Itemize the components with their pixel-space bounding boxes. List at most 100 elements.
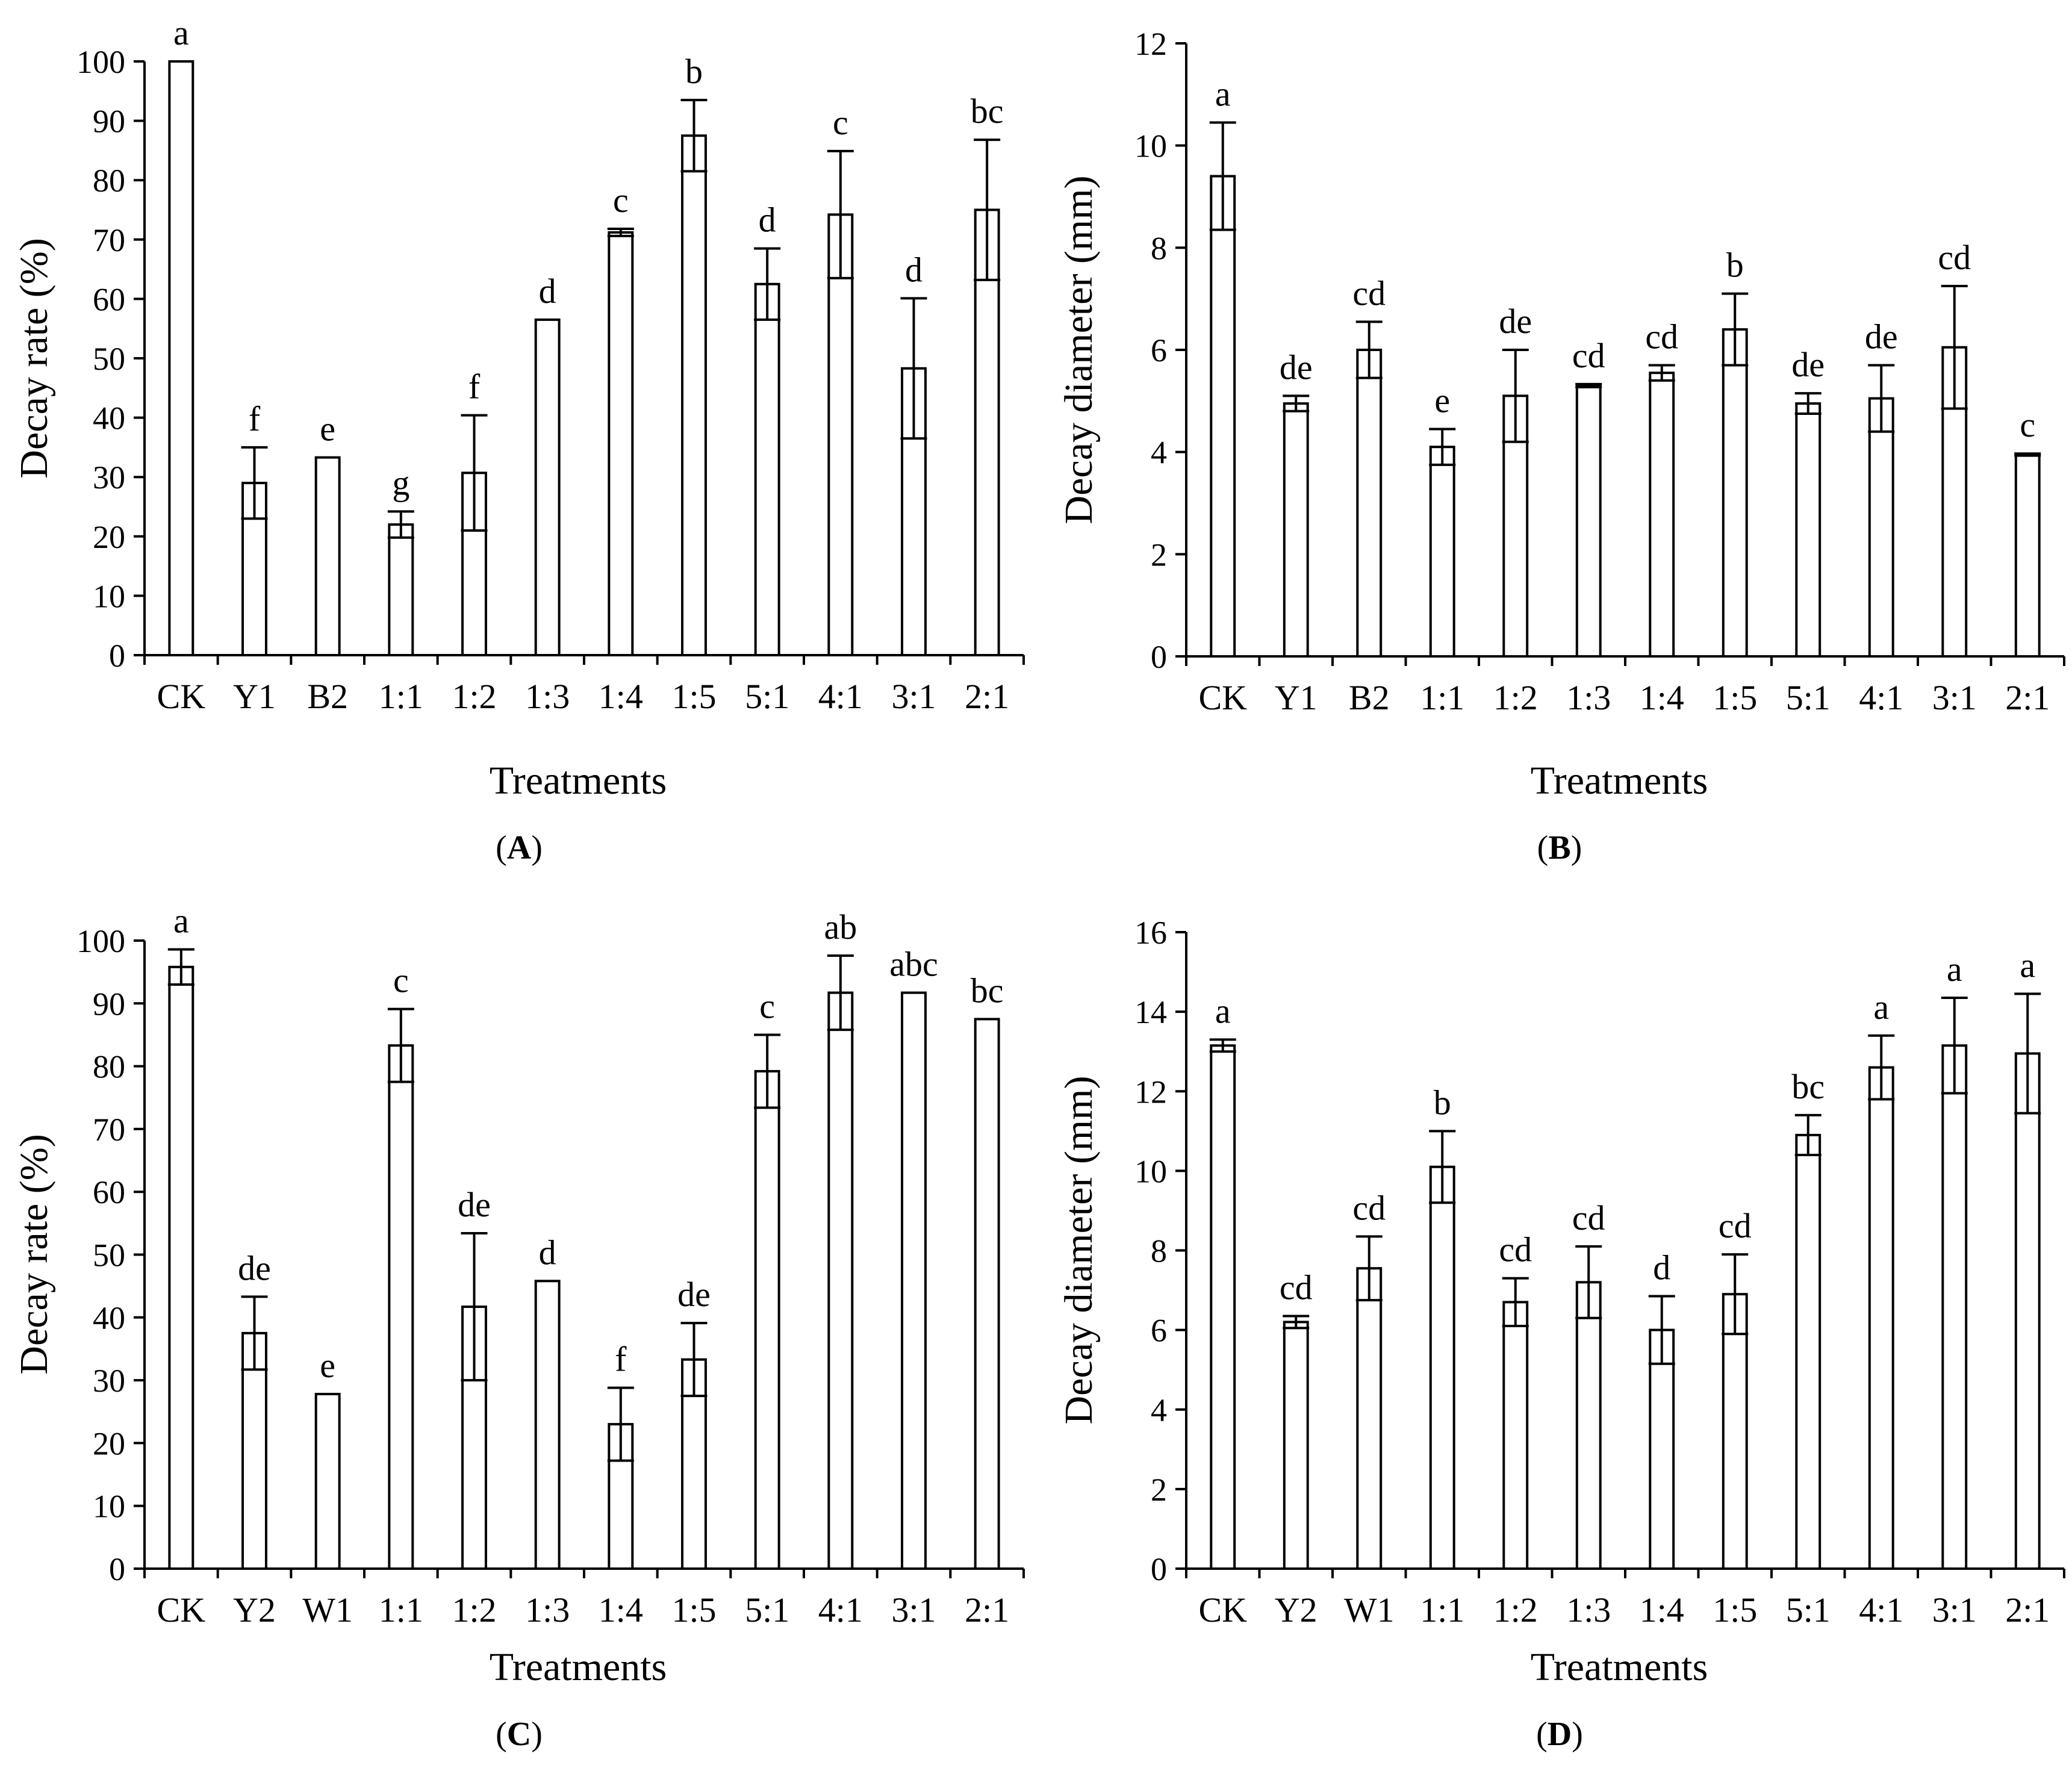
category-label: 4:1	[1859, 678, 1903, 717]
significance-letter: f	[468, 367, 481, 406]
bar	[1722, 328, 1748, 658]
significance-letter: e	[320, 1346, 335, 1385]
category-label: 3:1	[1932, 1590, 1977, 1629]
significance-letter: c	[759, 986, 775, 1025]
bar	[168, 60, 194, 656]
y-tick-label: 2	[1151, 1472, 1167, 1508]
significance-letter: a	[1947, 950, 1962, 989]
significance-letter: d	[539, 272, 556, 311]
category-label: 5:1	[745, 677, 789, 716]
bar	[1575, 384, 1602, 658]
y-tick-label: 90	[93, 986, 125, 1022]
category-label: 1:1	[379, 677, 423, 716]
bar	[1941, 1044, 1968, 1570]
significance-letter: a	[1873, 988, 1889, 1027]
category-label: 1:3	[1566, 678, 1611, 717]
category-label: 1:3	[1566, 1590, 1611, 1629]
significance-letter: cd	[1280, 1268, 1313, 1307]
bar	[534, 318, 561, 656]
y-tick-label: 12	[1134, 26, 1167, 62]
panel-c: 0 10 20 30 40 50 60 70 80 90 100 a CK de Y2 e W1 c 1:1 de 1:…	[12, 901, 1025, 1689]
y-tick-label: 12	[1134, 1074, 1167, 1110]
significance-letter: a	[173, 901, 189, 941]
bar	[241, 1331, 267, 1570]
significance-letter: de	[1791, 345, 1825, 384]
y-axis-title: Decay diameter (mm)	[1057, 175, 1101, 524]
panel-label-d: (D)	[1536, 1716, 1583, 1753]
category-label: 1:4	[599, 677, 643, 716]
significance-letter: d	[1653, 1248, 1670, 1287]
significance-letter: b	[1726, 246, 1744, 285]
category-label: B2	[1349, 678, 1390, 717]
y-tick-label: 10	[1134, 128, 1167, 164]
bar	[1210, 1044, 1236, 1570]
category-label: Y1	[1275, 678, 1318, 717]
significance-letter: d	[759, 201, 776, 240]
y-tick-label: 0	[109, 1551, 125, 1587]
y-tick-label: 60	[93, 281, 125, 317]
bar	[534, 1280, 561, 1570]
y-tick-label: 50	[93, 341, 125, 377]
bar	[388, 523, 414, 657]
bar	[901, 991, 927, 1570]
category-label: Y1	[233, 677, 276, 716]
category-label: 3:1	[1932, 678, 1977, 717]
panel-label-c: (C)	[496, 1716, 543, 1753]
significance-letter: b	[1434, 1083, 1451, 1122]
significance-letter: b	[685, 52, 703, 91]
y-tick-label: 0	[1151, 1551, 1167, 1587]
category-label: CK	[157, 1590, 206, 1629]
significance-letter: d	[905, 250, 922, 289]
y-tick-label: 0	[1151, 639, 1167, 675]
bar	[1795, 402, 1822, 658]
category-label: 1:2	[452, 1590, 496, 1629]
x-axis-title: Treatments	[490, 1645, 667, 1689]
significance-letter: e	[320, 409, 335, 449]
category-label: 1:3	[525, 677, 570, 716]
y-axis-title: Decay diameter (mm)	[1057, 1075, 1101, 1424]
significance-letter: de	[238, 1248, 271, 1287]
significance-letter: cd	[1645, 317, 1678, 356]
y-tick-label: 0	[109, 638, 125, 674]
significance-letter: bc	[1791, 1067, 1825, 1106]
bar	[1795, 1133, 1822, 1570]
y-axis-title: Decay rate (%)	[12, 238, 56, 478]
y-axis-title: Decay rate (%)	[12, 1134, 56, 1374]
category-label: 1:2	[1493, 1590, 1538, 1629]
y-tick-label: 6	[1151, 1313, 1167, 1349]
y-tick-label: 20	[93, 1425, 125, 1461]
category-label: 1:4	[1640, 1590, 1684, 1629]
y-tick-label: 8	[1151, 1233, 1167, 1269]
significance-letter: g	[392, 463, 409, 502]
category-label: 1:5	[671, 1590, 716, 1629]
bar	[1283, 402, 1309, 658]
category-label: 4:1	[818, 677, 863, 716]
significance-letter: cd	[1352, 273, 1386, 313]
category-label: 4:1	[818, 1590, 863, 1629]
y-tick-label: 70	[93, 222, 125, 258]
panel-label-b: (B)	[1537, 829, 1582, 867]
y-tick-label: 8	[1151, 230, 1167, 266]
bar	[1868, 1066, 1894, 1570]
category-label: CK	[157, 677, 206, 716]
category-label: 2:1	[965, 677, 1009, 716]
significance-letter: de	[458, 1185, 491, 1224]
y-tick-label: 10	[93, 578, 125, 614]
significance-letter: de	[1280, 347, 1313, 387]
y-tick-label: 6	[1151, 332, 1167, 369]
bar	[1502, 1301, 1529, 1570]
bar	[2014, 1052, 2041, 1570]
y-tick-label: 2	[1151, 537, 1167, 573]
y-tick-label: 100	[76, 44, 125, 80]
bar	[681, 134, 707, 656]
y-tick-label: 30	[93, 459, 125, 496]
panel-d: 0 2 4 6 8 10 12 14 16 a CK cd Y2 cd W1 b 1:1 cd 1:2 cd 1:3 d 1…	[1057, 915, 2065, 1689]
significance-letter: cd	[1572, 1198, 1605, 1237]
bar	[1429, 1165, 1455, 1570]
y-tick-label: 70	[93, 1112, 125, 1148]
y-tick-label: 4	[1151, 1392, 1167, 1428]
bar	[827, 991, 854, 1570]
significance-letter: a	[2020, 945, 2035, 985]
y-tick-label: 10	[1134, 1153, 1167, 1189]
